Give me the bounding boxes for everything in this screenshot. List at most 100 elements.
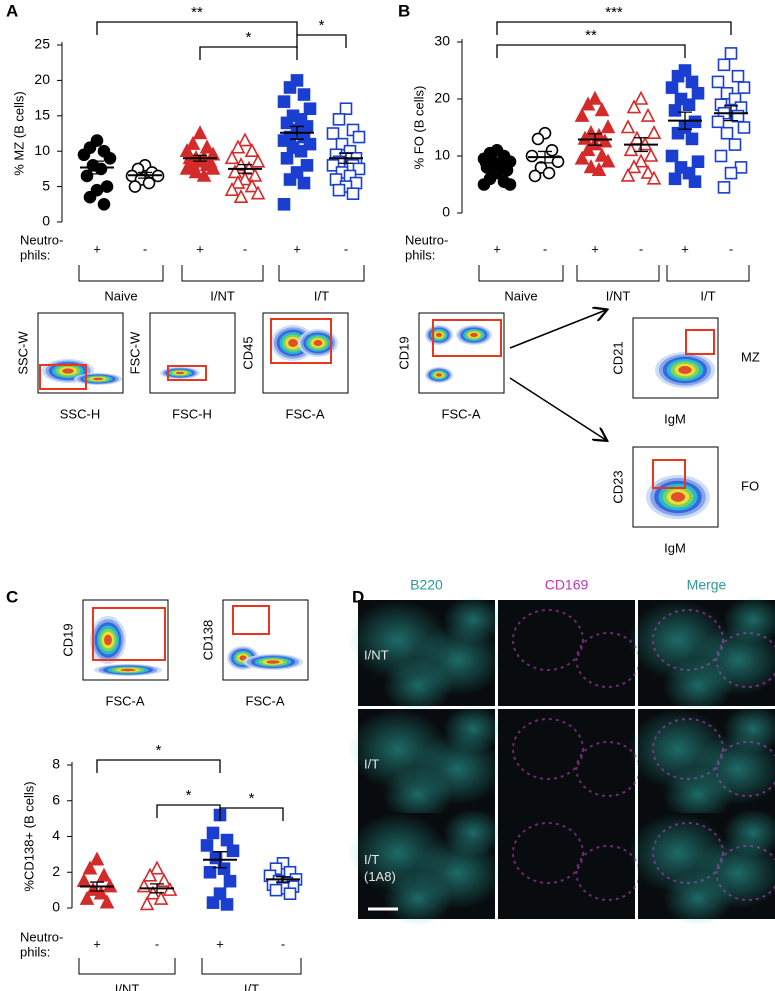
arrow [509, 310, 606, 349]
x-tick-label: - [243, 241, 247, 256]
gate [270, 318, 332, 364]
data-point [80, 169, 94, 183]
gate-label: MZ [741, 349, 760, 364]
significance-label: * [249, 790, 255, 807]
flow-y-label: SSC-W [15, 331, 30, 375]
data-point [724, 47, 738, 60]
density [266, 660, 280, 664]
data-point [76, 872, 92, 887]
data-point [142, 867, 158, 882]
group-label: I/NT [115, 981, 140, 991]
data-point [623, 142, 639, 157]
significance-bracket [296, 34, 347, 48]
row-label: Neutro- [20, 232, 63, 247]
gate [167, 365, 207, 381]
data-point [332, 183, 346, 197]
group-label: Naive [504, 288, 537, 303]
gate [685, 329, 715, 355]
group-bracket [78, 958, 176, 975]
data-point [665, 81, 679, 94]
data-point [640, 164, 656, 179]
data-point [205, 160, 221, 175]
data-point [525, 149, 539, 163]
stain [723, 705, 775, 753]
data-point [577, 130, 593, 145]
data-point [737, 121, 751, 134]
data-point [591, 127, 607, 142]
y-tick-label: 25 [34, 36, 50, 52]
row-label: Neutro- [20, 929, 63, 944]
y-tick-label: 10 [34, 142, 50, 158]
x-tick-label: + [93, 241, 101, 256]
x-tick-label: - [344, 241, 348, 256]
density [288, 339, 298, 347]
row-label: I/NT [364, 647, 389, 662]
stain [512, 718, 584, 780]
x-tick-label: + [293, 241, 301, 256]
data-point [244, 178, 260, 193]
y-tick-label: 30 [434, 33, 450, 49]
data-point [688, 175, 702, 188]
data-point [646, 170, 662, 185]
flow-x-label: FSC-A [106, 693, 145, 708]
data-point [290, 166, 304, 179]
flow-y-label: FSC-W [127, 331, 142, 374]
density [104, 634, 112, 646]
stain [715, 741, 775, 797]
data-point [188, 164, 204, 179]
data-point [196, 167, 212, 182]
data-point [283, 81, 297, 94]
data-point [277, 134, 291, 147]
data-point [200, 839, 214, 852]
x-tick-label: + [681, 241, 689, 256]
y-tick-label: 0 [52, 899, 60, 915]
data-point [714, 149, 728, 163]
group-bracket [576, 265, 660, 282]
error-bar [213, 851, 227, 869]
data-point [290, 74, 304, 87]
data-point [89, 851, 105, 866]
data-point [297, 88, 311, 101]
data-point [237, 132, 253, 147]
significance-bracket [156, 804, 221, 818]
row-label: (1A8) [364, 869, 396, 884]
data-point [574, 150, 590, 165]
data-point [717, 58, 731, 72]
row-label: phils: [405, 247, 435, 262]
row-label: I/T [364, 852, 379, 867]
data-point [128, 180, 142, 193]
gate [232, 605, 270, 635]
x-tick-label: + [196, 241, 204, 256]
data-point [731, 69, 745, 83]
data-point [153, 890, 169, 905]
group-label: I/T [700, 288, 715, 303]
data-point [587, 90, 603, 105]
group-label: I/T [244, 981, 259, 991]
flow-x-label: SSC-H [60, 406, 100, 421]
error-bar [538, 150, 552, 164]
data-point [185, 135, 201, 150]
row-label: phils: [20, 247, 50, 262]
data-point [620, 119, 636, 134]
x-tick-label: + [216, 936, 224, 951]
data-point [179, 160, 195, 175]
gate [432, 319, 502, 357]
data-point [227, 164, 243, 179]
data-point [220, 833, 234, 847]
stain [663, 766, 733, 822]
density [120, 668, 136, 672]
data-point [280, 151, 294, 165]
data-point [220, 898, 234, 911]
data-point [583, 159, 599, 174]
error-bar [138, 171, 152, 179]
data-point [280, 116, 294, 130]
data-point [79, 890, 95, 905]
data-point [206, 896, 220, 909]
error-bar [678, 111, 692, 130]
stain [443, 809, 503, 857]
data-point [352, 130, 366, 144]
x-tick-label: + [493, 241, 501, 256]
x-tick-label: - [155, 936, 159, 951]
data-point [503, 178, 517, 191]
data-point [224, 150, 240, 165]
